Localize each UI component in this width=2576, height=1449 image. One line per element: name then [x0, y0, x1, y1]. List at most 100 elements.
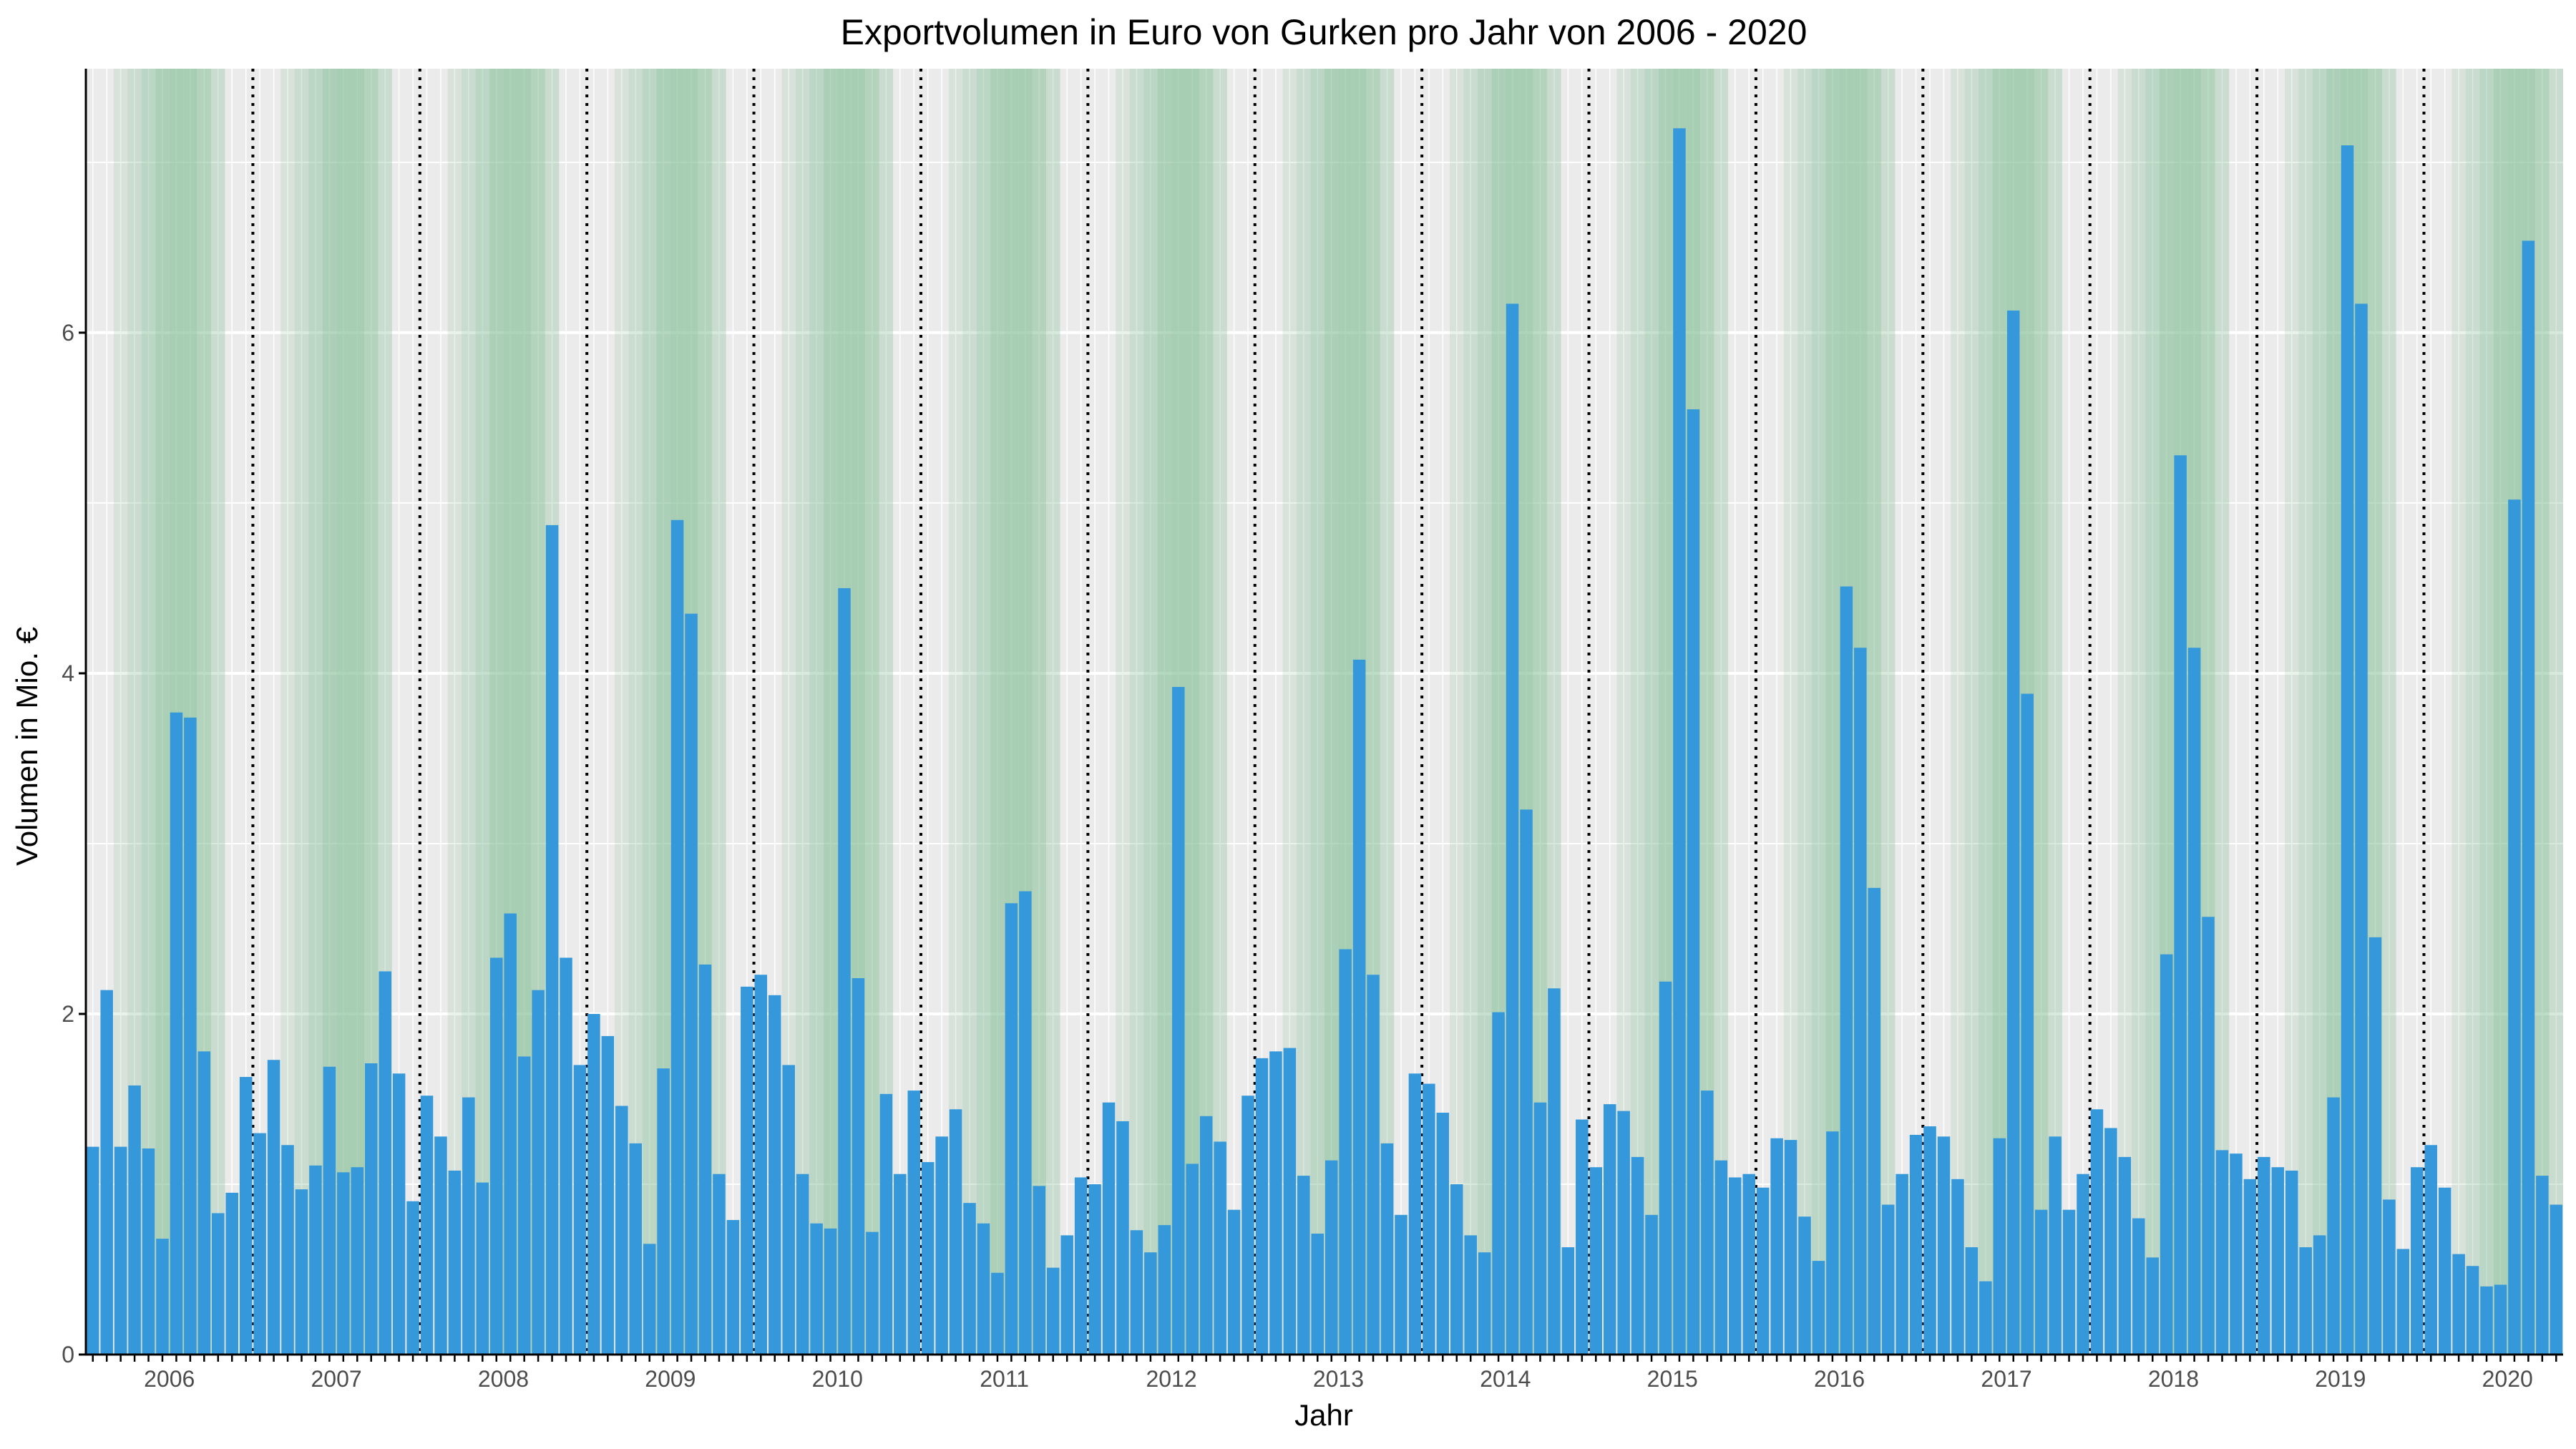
bar [212, 1213, 225, 1355]
bar [532, 990, 545, 1355]
bar [796, 1174, 809, 1355]
bar [323, 1066, 336, 1355]
season-band [1116, 69, 1130, 1355]
bar [1909, 1134, 1923, 1355]
bar [1506, 303, 1519, 1355]
bar [713, 1174, 726, 1355]
bar [351, 1167, 364, 1355]
bar [1812, 1261, 1825, 1355]
bar [2174, 455, 2187, 1355]
bar [2118, 1156, 2132, 1355]
bar [1798, 1216, 1811, 1355]
bar [977, 1223, 990, 1355]
bar [1324, 1160, 1338, 1355]
bar [1784, 1140, 1797, 1355]
bar [2160, 954, 2173, 1355]
bar [1227, 1209, 1241, 1355]
bar [726, 1219, 740, 1355]
bar [476, 1182, 489, 1355]
season-band [1797, 69, 1812, 1355]
season-band [2215, 69, 2230, 1355]
axes [84, 69, 2563, 1356]
season-band [197, 69, 212, 1355]
x-axis-title: Jahr [1294, 1398, 1353, 1432]
bar [2522, 240, 2535, 1355]
season-band [1213, 69, 1227, 1355]
bar [1937, 1136, 1951, 1355]
bar [267, 1060, 280, 1355]
bar [2494, 1284, 2507, 1355]
bar [698, 964, 712, 1355]
season-band [1129, 69, 1144, 1355]
season-band [308, 69, 323, 1355]
bar [643, 1244, 656, 1355]
season-band [823, 69, 838, 1355]
bar [573, 1065, 587, 1355]
bar [1770, 1138, 1783, 1355]
bar [670, 519, 684, 1355]
bar [1576, 1119, 1589, 1355]
bar [1896, 1174, 1908, 1355]
bar [1603, 1104, 1616, 1355]
season-band [1143, 69, 1158, 1355]
bar [949, 1109, 962, 1355]
bar [2077, 1174, 2089, 1355]
season-band [1282, 69, 1297, 1355]
bar [907, 1091, 920, 1355]
bar [2146, 1257, 2159, 1355]
bar [1548, 988, 1561, 1355]
bar [1533, 1102, 1547, 1355]
bar [2271, 1167, 2285, 1355]
bar [2285, 1170, 2298, 1355]
chart-title: Exportvolumen in Euro von Gurken pro Jah… [841, 12, 1807, 52]
bar [1367, 975, 1380, 1355]
bar [1561, 1247, 1575, 1355]
bar [1979, 1281, 1992, 1355]
bar [2021, 693, 2034, 1355]
x-tick-label: 2007 [311, 1366, 361, 1392]
bar [1088, 1184, 1101, 1355]
bar [504, 913, 517, 1355]
bar [2313, 1235, 2326, 1355]
x-tick-label: 2010 [812, 1366, 863, 1392]
season-band [2298, 69, 2313, 1355]
bar [1951, 1179, 1964, 1355]
bar [1352, 659, 1366, 1355]
bar [1423, 1083, 1435, 1355]
bar [156, 1239, 169, 1355]
bar [2299, 1247, 2312, 1355]
bar [1840, 586, 1853, 1355]
season-band [336, 69, 351, 1355]
bar [225, 1192, 238, 1355]
bar [1965, 1247, 1979, 1355]
bar [364, 1063, 378, 1355]
bars [86, 128, 2563, 1355]
bar [1172, 686, 1185, 1355]
bar [1283, 1048, 1297, 1355]
bar [1450, 1184, 1463, 1355]
bar [86, 1146, 99, 1355]
bar [1756, 1187, 1770, 1355]
season-band [350, 69, 364, 1355]
bar [1380, 1143, 1394, 1355]
bar [935, 1136, 948, 1355]
bar [1854, 648, 1867, 1355]
season-band [2382, 69, 2396, 1355]
season-band [155, 69, 170, 1355]
season-band [865, 69, 879, 1355]
x-tick-label: 2011 [980, 1366, 1029, 1392]
bar [545, 525, 559, 1355]
bar [2383, 1199, 2396, 1355]
y-axis-ticks: 0 2 4 6 [62, 320, 86, 1367]
bar [1520, 809, 1533, 1355]
bar [2034, 1209, 2048, 1355]
bar [894, 1174, 907, 1355]
x-tick-label: 2020 [2482, 1366, 2533, 1392]
season-band [322, 69, 337, 1355]
bar [991, 1272, 1004, 1355]
bar [782, 1065, 795, 1355]
bar [239, 1077, 253, 1355]
x-tick-label: 2018 [2148, 1366, 2199, 1392]
bar [1060, 1235, 1073, 1355]
